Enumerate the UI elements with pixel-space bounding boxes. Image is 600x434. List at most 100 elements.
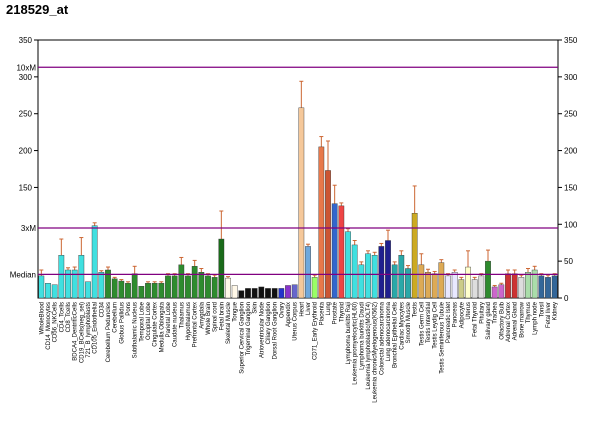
bar: [405, 268, 411, 299]
chart-title: 218529_at: [6, 2, 69, 17]
x-tick-label: Whole Brain: [206, 302, 212, 335]
bar: [331, 203, 338, 299]
x-tick-label: Caudate nucleus: [173, 302, 179, 347]
x-tick-label: Tongue: [233, 301, 239, 321]
x-tick-label: Lymphoma burkitts Raji: [346, 302, 352, 364]
bar: [285, 285, 291, 299]
bar: [545, 277, 551, 299]
x-tick-label: Lymphoma burkitts Daudi: [359, 302, 365, 370]
y2-tick-label: 100: [564, 220, 578, 229]
x-tick-label: Heart: [299, 302, 305, 317]
x-tick-label: CD19_BCells(neg_sel): [79, 302, 85, 363]
x-tick-label: Pituitary: [479, 302, 485, 324]
x-tick-label: Testis Germ Cell: [419, 302, 425, 346]
x-tick-label: Atrioventricular Node: [259, 301, 265, 358]
bar: [38, 275, 45, 299]
x-tick-label: Thymus: [526, 302, 532, 323]
x-tick-label: Lung: [326, 302, 332, 315]
x-tick-label: CD56_NKCells: [53, 302, 59, 342]
bar: [191, 266, 198, 299]
bar: [158, 283, 165, 299]
bar: [225, 277, 231, 299]
bar: [538, 275, 545, 299]
x-tick-label: Adrenal Cortex: [506, 302, 512, 342]
x-tick-label: Testis: [413, 302, 419, 317]
bar: [418, 264, 425, 299]
x-tick-label: Testis Leydig Cell: [433, 302, 439, 349]
y-tick-label: 200: [19, 147, 33, 156]
bar: [91, 225, 98, 299]
bar: [511, 273, 518, 299]
bar: [118, 280, 125, 299]
bar: [205, 275, 211, 299]
bar: [351, 244, 358, 299]
bar: [131, 273, 138, 299]
bar: [551, 275, 558, 299]
x-tick-label: Dorsal Root Ganglion: [273, 302, 279, 359]
y2-tick-label: 350: [564, 36, 578, 45]
bar: [378, 246, 385, 299]
x-tick-label: Parietal Lobe: [166, 301, 172, 337]
bar: [298, 107, 305, 299]
x-tick-label: Pancreatic Islet: [446, 302, 452, 343]
bar: [451, 272, 458, 299]
x-tick-label: Cerebellum: [113, 302, 119, 333]
x-tick-label: Adrenal Gland: [513, 302, 519, 340]
x-tick-label: Bone marrow: [519, 301, 525, 337]
bar: [85, 281, 91, 299]
x-tick-label: Colorectal adenocarcinoma: [379, 301, 385, 375]
bar: [45, 283, 51, 299]
bar: [185, 275, 191, 299]
bar: [265, 288, 271, 299]
y-tick-label: 300: [19, 73, 33, 82]
x-tick-label: Trigeminal Ganglion: [246, 302, 252, 355]
bar: [198, 272, 205, 299]
bar: [105, 269, 111, 299]
x-tick-label: CD4_Tcells: [59, 302, 65, 332]
bar: [525, 272, 531, 299]
bar: [78, 255, 85, 299]
bar: [251, 288, 258, 299]
x-tick-label: Lymph node: [533, 301, 539, 334]
x-tick-label: Skin: [253, 302, 259, 314]
x-tick-label: CD105_Endothelial: [93, 302, 99, 354]
y-tick-label: 350: [19, 36, 33, 45]
bar: [178, 264, 185, 299]
x-tick-label: Testis Seminiferous Tubule: [439, 301, 445, 373]
bar: [498, 284, 505, 299]
x-tick-label: Globus Pallidus: [119, 302, 125, 344]
x-tick-label: Testis Intersitial: [426, 302, 432, 343]
bar: [491, 286, 498, 299]
x-tick-label: Amygdala: [199, 301, 205, 328]
x-tick-label: Thyroid: [339, 302, 345, 322]
reference-label: 3xM: [21, 224, 36, 233]
bar: [218, 238, 225, 299]
y2-tick-label: 300: [564, 73, 578, 82]
bar: [485, 260, 491, 299]
x-tick-label: Trachea: [493, 301, 499, 323]
bar: [358, 264, 365, 299]
x-tick-label: Ovary: [279, 302, 285, 318]
y2-tick-label: 150: [564, 183, 578, 192]
bar: [98, 272, 105, 299]
x-tick-label: Fetal brain: [219, 302, 225, 330]
reference-label: 10xM: [16, 63, 36, 72]
bar: [51, 284, 58, 299]
bar: [478, 275, 485, 299]
bar: [325, 170, 331, 299]
bar: [465, 266, 471, 299]
bar: [151, 283, 158, 299]
bar: [505, 273, 511, 299]
x-tick-label: Spinal cord: [213, 302, 219, 332]
bar: [458, 279, 465, 299]
bar: [245, 288, 251, 299]
bar: [238, 290, 245, 299]
bar: [445, 275, 451, 299]
x-tick-label: CD34: [99, 301, 105, 317]
bar: [411, 213, 418, 299]
bar: [138, 286, 145, 299]
y2-tick-label: 200: [564, 147, 578, 156]
bar: [425, 272, 431, 299]
x-tick-label: Hypothalamus: [186, 302, 192, 340]
